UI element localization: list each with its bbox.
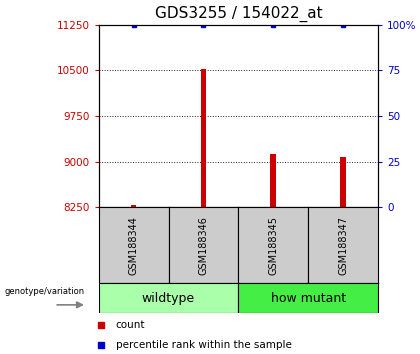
Text: how mutant: how mutant [270, 292, 346, 305]
Text: GSM188346: GSM188346 [198, 216, 208, 275]
Text: GSM188345: GSM188345 [268, 216, 278, 275]
Text: GSM188344: GSM188344 [129, 216, 139, 275]
Bar [340, 157, 346, 207]
Text: wildtype: wildtype [142, 292, 195, 305]
Text: percentile rank within the sample: percentile rank within the sample [116, 340, 291, 350]
Title: GDS3255 / 154022_at: GDS3255 / 154022_at [155, 6, 322, 22]
Text: genotype/variation: genotype/variation [4, 287, 84, 296]
Bar [270, 154, 276, 207]
Text: GSM188347: GSM188347 [338, 216, 348, 275]
Bar [131, 205, 136, 207]
Bar [201, 69, 206, 207]
Text: count: count [116, 320, 145, 330]
